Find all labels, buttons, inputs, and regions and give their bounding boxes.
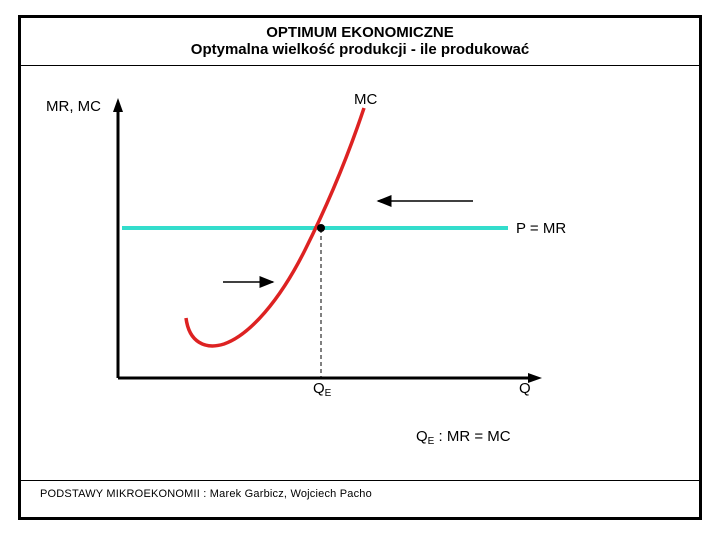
slide-title: OPTIMUM EKONOMICZNE: [266, 24, 454, 41]
y-axis-label: MR, MC: [46, 98, 101, 115]
footer-divider: [21, 480, 699, 481]
mc-curve: [184, 107, 366, 348]
y-axis-arrowhead: [113, 98, 123, 112]
equilibrium-point: [317, 224, 325, 232]
x-axis-arrowhead: [528, 373, 542, 383]
qe-label: QE: [313, 380, 331, 399]
mc-curve-label: MC: [354, 91, 378, 108]
condition-text: : MR = MC: [438, 428, 511, 445]
x-axis-label: Q: [519, 380, 531, 397]
qe-label-sub: E: [324, 388, 332, 399]
mr-line-label: P = MR: [516, 220, 567, 237]
title-divider: [21, 65, 699, 66]
equilibrium-condition: QE : MR = MC: [416, 428, 511, 447]
footer-credits: PODSTAWY MIKROEKONOMII : Marek Garbicz, …: [40, 488, 372, 500]
slide-frame: [18, 15, 702, 520]
condition-q: Q: [416, 428, 428, 445]
slide-subtitle: Optymalna wielkość produkcji - ile produ…: [190, 41, 530, 58]
qe-label-main: Q: [313, 380, 325, 397]
condition-sub: E: [427, 436, 435, 447]
